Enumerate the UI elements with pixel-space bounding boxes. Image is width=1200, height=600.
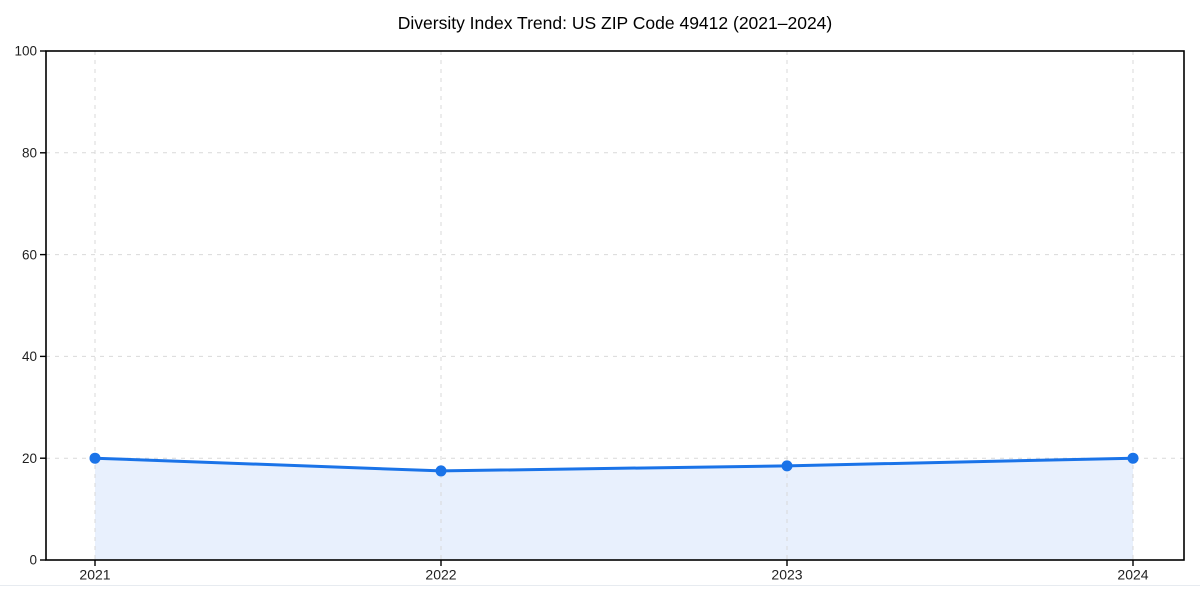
data-point-2022	[435, 465, 447, 477]
area-fill	[95, 458, 1133, 560]
bottom-divider-line	[0, 585, 1200, 586]
x-tick-label: 2023	[771, 567, 802, 583]
data-point-2023	[781, 460, 793, 472]
plot-border	[45, 50, 1185, 561]
data-point-2021	[89, 452, 101, 464]
y-tick-label: 80	[22, 146, 37, 161]
trend-line	[93, 456, 1135, 473]
y-tick-label: 20	[22, 451, 37, 466]
data-point-2024	[1127, 452, 1139, 464]
x-tick-label: 2021	[79, 567, 110, 583]
y-tick-label: 0	[29, 553, 37, 568]
chart-title: Diversity Index Trend: US ZIP Code 49412…	[397, 13, 833, 33]
y-tick-label: 40	[22, 349, 37, 364]
x-tick-label: 2024	[1117, 567, 1148, 583]
y-tick-label: 100	[14, 44, 37, 59]
y-tick-label: 60	[22, 247, 37, 262]
x-tick-label: 2022	[425, 567, 456, 583]
